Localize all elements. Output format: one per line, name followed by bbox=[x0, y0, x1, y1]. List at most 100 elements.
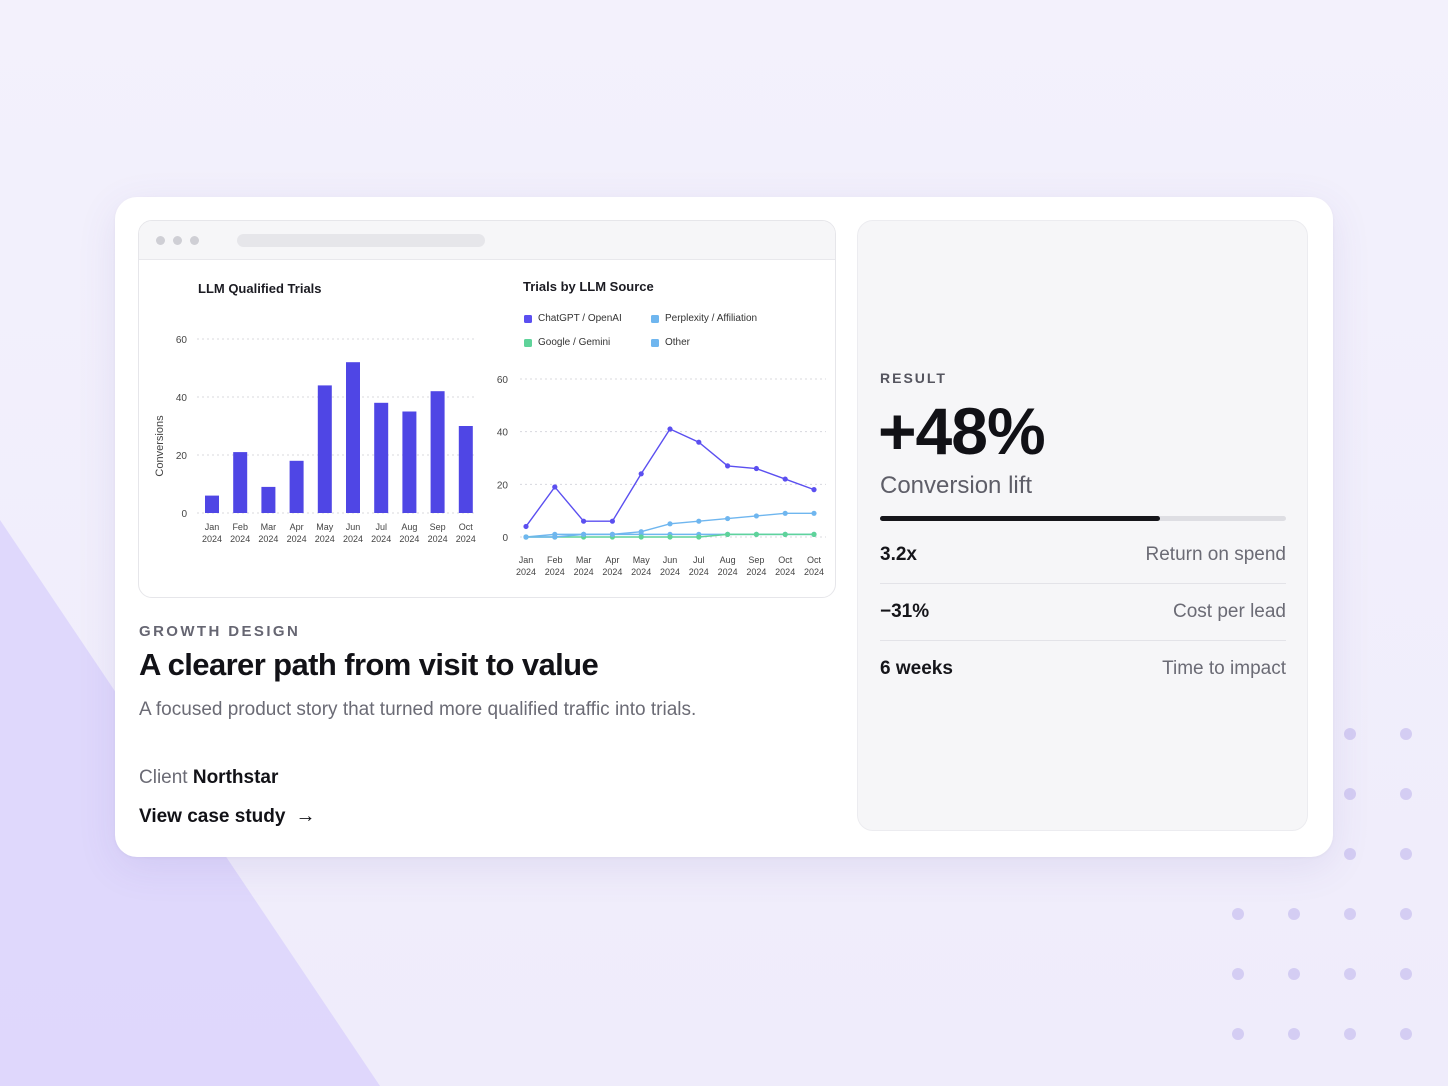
bar bbox=[261, 486, 276, 513]
data-point bbox=[725, 515, 731, 522]
window-dot-icon bbox=[173, 236, 182, 245]
window-dot-icon bbox=[156, 236, 165, 245]
data-point bbox=[725, 463, 731, 469]
y-tick-label: 60 bbox=[176, 335, 188, 346]
y-tick-label: 0 bbox=[502, 533, 508, 544]
decorative-dot bbox=[1344, 1028, 1356, 1040]
data-point bbox=[782, 531, 788, 537]
legend-swatch bbox=[651, 314, 659, 323]
decorative-dot bbox=[1288, 968, 1300, 980]
bar bbox=[402, 411, 417, 513]
metric-label: Return on spend bbox=[1145, 544, 1287, 565]
x-tick-label: Aug 2024 bbox=[718, 555, 738, 577]
y-tick-label: 20 bbox=[497, 480, 509, 491]
cta-label: View case study bbox=[139, 805, 286, 827]
result-panel: RESULT +48% Conversion lift 3.2x Return … bbox=[857, 220, 1308, 831]
metric-row: 6 weeks Time to impact bbox=[880, 641, 1286, 697]
x-tick-label: Oct 2024 bbox=[804, 555, 824, 577]
legend-label: Other bbox=[665, 337, 691, 348]
data-point bbox=[753, 531, 759, 537]
data-point bbox=[753, 465, 759, 472]
legend-item: Other bbox=[651, 337, 690, 348]
data-point bbox=[696, 518, 702, 524]
data-point bbox=[523, 534, 529, 540]
window-dot-icon bbox=[190, 236, 199, 245]
data-point bbox=[638, 534, 644, 540]
x-tick-label: Jan 2024 bbox=[202, 522, 222, 544]
decorative-dot bbox=[1288, 1028, 1300, 1040]
line-chart-title: Trials by LLM Source bbox=[523, 279, 654, 294]
metric-row: 3.2x Return on spend bbox=[880, 527, 1286, 583]
x-tick-label: Oct 2024 bbox=[775, 555, 795, 577]
card-description: A focused product story that turned more… bbox=[139, 699, 697, 720]
bar bbox=[205, 495, 219, 513]
x-tick-label: Oct 2024 bbox=[456, 522, 476, 544]
metric-value: 6 weeks bbox=[880, 658, 953, 679]
y-tick-label: 0 bbox=[181, 509, 187, 520]
data-point bbox=[753, 513, 759, 519]
bar bbox=[346, 362, 360, 513]
x-tick-label: Jan 2024 bbox=[516, 555, 536, 577]
y-axis-label: Conversions bbox=[154, 415, 166, 477]
x-tick-label: Jul 2024 bbox=[689, 555, 709, 577]
bar bbox=[289, 460, 304, 513]
decorative-dot bbox=[1400, 788, 1412, 800]
address-bar bbox=[237, 234, 485, 247]
legend-item: ChatGPT / OpenAI bbox=[524, 313, 622, 324]
x-tick-label: Jun 2024 bbox=[343, 522, 363, 544]
data-point bbox=[725, 531, 731, 537]
client-label: Client bbox=[139, 767, 188, 788]
result-caption: Conversion lift bbox=[880, 472, 1033, 499]
y-tick-label: 20 bbox=[176, 451, 188, 462]
x-tick-label: Sep 2024 bbox=[428, 522, 448, 544]
eyebrow-label: GROWTH DESIGN bbox=[139, 623, 301, 640]
decorative-dot bbox=[1400, 848, 1412, 860]
legend-item: Perplexity / Affiliation bbox=[651, 313, 757, 324]
line-chart-legend: ChatGPT / OpenAI Perplexity / Affiliation… bbox=[524, 313, 824, 363]
line-chart: 0 20 40 60 Jan 2024 Feb 2024 Mar 2024 Apr 2024 May 20… bbox=[497, 375, 826, 577]
view-case-study-link[interactable]: View case study → bbox=[139, 805, 315, 828]
result-progress-fill bbox=[880, 516, 1161, 521]
metric-row: −31% Cost per lead bbox=[880, 584, 1286, 640]
arrow-right-icon: → bbox=[295, 805, 316, 827]
legend-swatch bbox=[651, 338, 659, 347]
data-point bbox=[782, 476, 788, 482]
data-point bbox=[667, 534, 673, 540]
data-point bbox=[638, 471, 644, 477]
decorative-dot bbox=[1288, 908, 1300, 920]
decorative-dot bbox=[1344, 788, 1356, 800]
decorative-dot bbox=[1400, 908, 1412, 920]
data-point bbox=[782, 510, 788, 516]
result-label: RESULT bbox=[880, 370, 947, 386]
bar bbox=[458, 426, 473, 513]
x-tick-label: Mar 2024 bbox=[574, 555, 594, 577]
bar-chart: 0 20 40 60 Conversions Jan 2024 Feb 2024 Mar 2024 A… bbox=[154, 335, 476, 544]
result-value: +48% bbox=[878, 394, 1046, 468]
x-tick-label: Feb 2024 bbox=[230, 522, 250, 544]
x-tick-label: May 2024 bbox=[315, 522, 335, 544]
data-point bbox=[552, 484, 558, 490]
legend-label: ChatGPT / OpenAI bbox=[538, 313, 622, 324]
decorative-dot bbox=[1344, 968, 1356, 980]
case-study-card: LLM Qualified Trials 0 20 40 60 Conversions J… bbox=[115, 197, 1333, 857]
result-progress-bar bbox=[880, 516, 1286, 521]
x-tick-label: May 2024 bbox=[631, 555, 651, 577]
data-point bbox=[609, 531, 615, 537]
x-tick-label: Mar 2024 bbox=[258, 522, 278, 544]
client-line: Client Northstar bbox=[139, 767, 278, 789]
divider bbox=[880, 583, 1286, 584]
data-point bbox=[811, 531, 817, 537]
data-point bbox=[638, 529, 644, 535]
data-point bbox=[581, 518, 587, 524]
decorative-dot bbox=[1344, 728, 1356, 740]
data-point bbox=[667, 521, 673, 527]
divider bbox=[880, 640, 1286, 641]
bar bbox=[233, 452, 248, 513]
bar bbox=[317, 385, 332, 513]
y-tick-label: 60 bbox=[497, 375, 509, 386]
legend-swatch bbox=[524, 314, 532, 323]
bar bbox=[430, 391, 445, 513]
decorative-dot bbox=[1232, 908, 1244, 920]
x-tick-label: Apr 2024 bbox=[602, 555, 622, 577]
data-point bbox=[667, 426, 673, 432]
